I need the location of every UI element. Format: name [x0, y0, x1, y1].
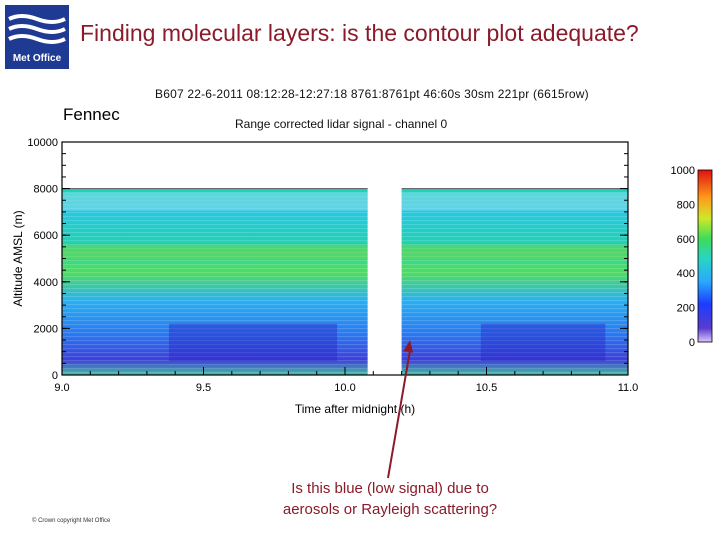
y-tick-label: 2000 [34, 323, 58, 335]
plot-axes: 0 2000 4000 6000 8000 10000 9.0 9.5 10.0 10.5 11.0… [11, 137, 638, 416]
green-layer-2 [401, 244, 628, 259]
logo-wave-3 [8, 34, 66, 44]
colorbar-tick-label: 200 [677, 303, 695, 315]
data-region-2 [401, 188, 628, 375]
colorbar-scale [697, 169, 713, 343]
copyright-text: © Crown copyright Met Office [32, 518, 111, 524]
colorbar-tick-label: 800 [677, 199, 695, 211]
callout-line-2: aerosols or Rayleigh scattering? [282, 501, 498, 518]
y-tick-label: 8000 [34, 184, 58, 196]
x-tick-label: 11.0 [618, 382, 639, 394]
heatmap-field [62, 142, 628, 375]
logo-text: Met Office [13, 53, 62, 64]
upper-band-1 [62, 192, 368, 211]
blue-zone-1 [168, 323, 338, 362]
y-tick-label: 4000 [34, 277, 58, 289]
x-tick-label: 10.5 [476, 382, 497, 394]
campaign-label: Fennec [63, 105, 120, 124]
logo-wave-1 [8, 14, 66, 24]
upper-band-2 [401, 192, 628, 211]
x-tick-label: 9.0 [54, 382, 69, 394]
y-tick-label: 0 [52, 370, 58, 382]
callout-arrowhead [403, 340, 414, 353]
colorbar-tick-label: 0 [689, 337, 695, 349]
logo-wave-2 [8, 24, 66, 34]
colorbar-tick-label: 1000 [671, 165, 695, 177]
blue-zone-2 [480, 323, 606, 362]
x-tick-label: 9.5 [196, 382, 211, 394]
met-office-logo: Met Office [5, 5, 69, 69]
x-axis-label: Time after midnight (h) [295, 402, 415, 416]
slide-title: Finding molecular layers: is the contour… [80, 20, 639, 46]
callout-arrow [387, 349, 412, 479]
plot-header: B607 22-6-2011 08:12:28-12:27:18 8761:87… [155, 87, 589, 101]
callout-line-1: Is this blue (low signal) due to [291, 480, 489, 497]
x-tick-label: 10.0 [334, 382, 355, 394]
y-tick-label: 6000 [34, 230, 58, 242]
colorbar-tick-label: 400 [677, 268, 695, 280]
data-region-1 [62, 188, 368, 375]
y-tick-label: 10000 [27, 137, 58, 149]
colorbar-tick-label: 600 [677, 234, 695, 246]
callout-text: Is this blue (low signal) due to aerosol… [255, 478, 525, 520]
plot-title: Range corrected lidar signal - channel 0 [235, 117, 448, 131]
y-axis-label: Altitude AMSL (m) [11, 210, 25, 306]
green-layer-1 [62, 244, 368, 259]
colorbar: 0 200 400 600 800 1000 [671, 165, 713, 349]
